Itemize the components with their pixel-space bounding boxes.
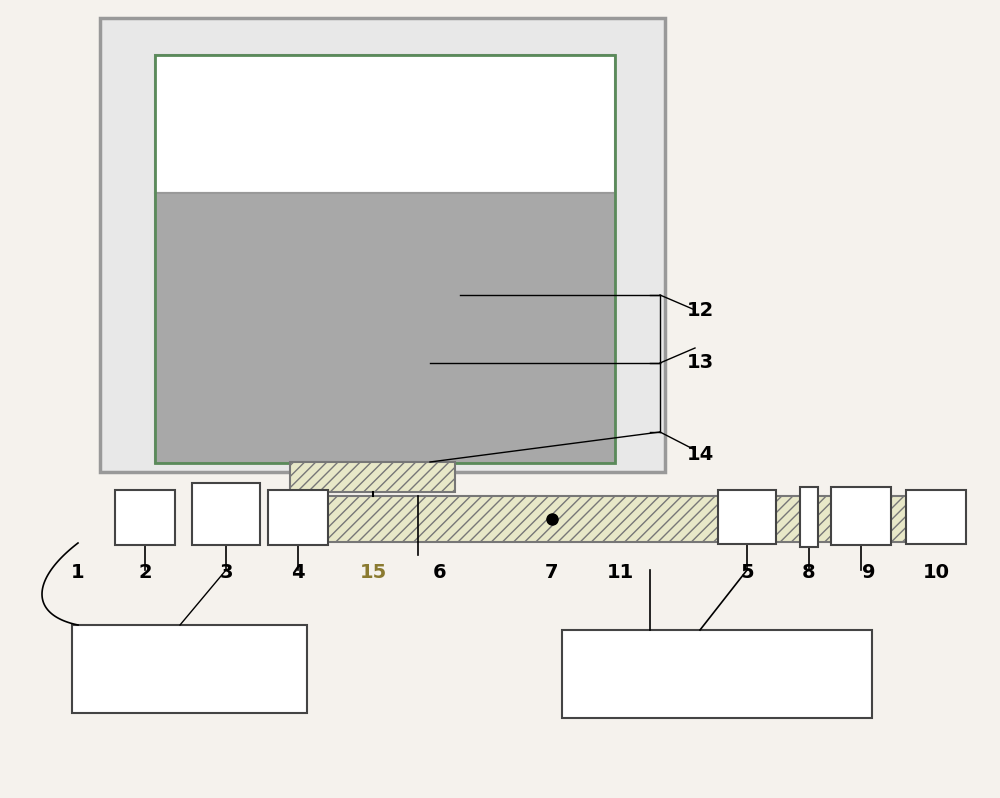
Text: 1: 1: [71, 563, 85, 582]
Text: 9: 9: [862, 563, 876, 582]
Text: 14: 14: [686, 445, 714, 464]
Text: 7: 7: [545, 563, 559, 582]
Text: 15: 15: [359, 563, 387, 582]
Bar: [800, 487, 818, 547]
Text: 3: 3: [219, 563, 233, 582]
Text: 13: 13: [686, 354, 714, 373]
Bar: [155, 55, 615, 463]
Bar: [192, 483, 260, 545]
Text: 5: 5: [740, 563, 754, 582]
Text: 4: 4: [291, 563, 305, 582]
Bar: [155, 193, 615, 463]
Bar: [906, 490, 966, 544]
Bar: [831, 487, 891, 545]
Bar: [290, 462, 455, 492]
Text: 6: 6: [433, 563, 447, 582]
Text: 8: 8: [802, 563, 816, 582]
Text: 12: 12: [686, 301, 714, 319]
Text: 10: 10: [922, 563, 950, 582]
Bar: [155, 55, 615, 193]
Bar: [268, 490, 328, 545]
Bar: [278, 496, 913, 542]
Bar: [115, 490, 175, 545]
Bar: [718, 490, 776, 544]
Bar: [562, 630, 872, 718]
Bar: [72, 625, 307, 713]
Bar: [100, 18, 665, 472]
Text: 2: 2: [138, 563, 152, 582]
Text: 11: 11: [606, 563, 634, 582]
